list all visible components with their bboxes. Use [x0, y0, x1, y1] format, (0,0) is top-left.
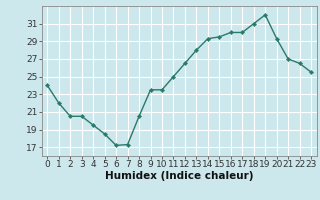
X-axis label: Humidex (Indice chaleur): Humidex (Indice chaleur) [105, 171, 253, 181]
